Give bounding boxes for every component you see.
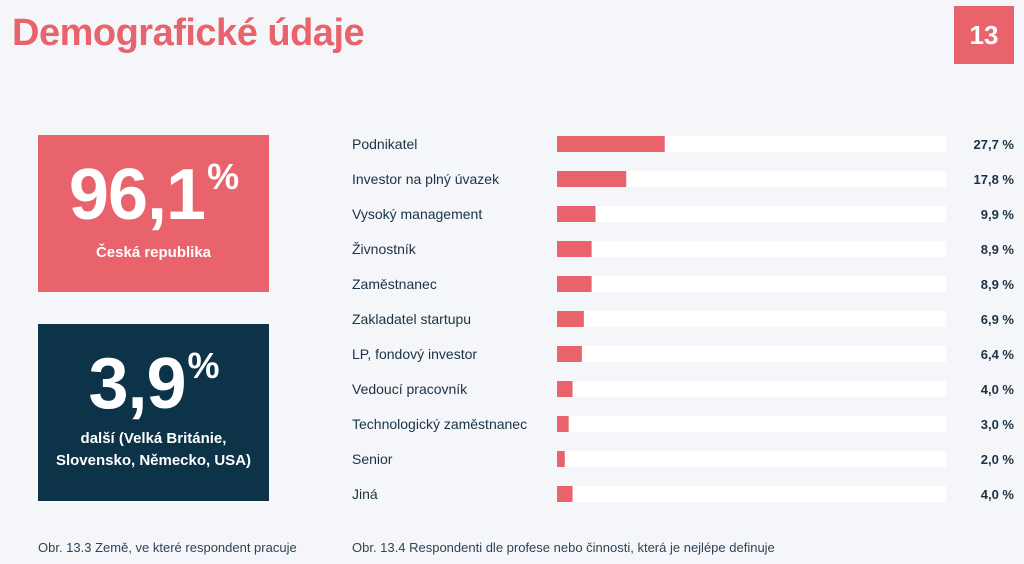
caption-profession: Obr. 13.4 Respondenti dle profese nebo č… bbox=[352, 540, 775, 555]
bar-track bbox=[557, 171, 946, 187]
value-label: 6,9 % bbox=[981, 312, 1015, 327]
bar-track bbox=[557, 451, 946, 467]
page-title: Demografické údaje bbox=[12, 12, 365, 54]
category-label: Podnikatel bbox=[352, 136, 417, 152]
category-label: Živnostník bbox=[352, 241, 417, 257]
bar bbox=[557, 276, 592, 292]
value-label: 8,9 % bbox=[981, 242, 1015, 257]
bar bbox=[557, 346, 582, 362]
bar-track bbox=[557, 486, 946, 502]
stat-value-czech: 96,1% bbox=[38, 155, 269, 235]
category-label: Jiná bbox=[352, 486, 378, 502]
category-label: Investor na plný úvazek bbox=[352, 171, 500, 187]
value-label: 6,4 % bbox=[981, 347, 1015, 362]
bar-track bbox=[557, 381, 946, 397]
bar-track bbox=[557, 241, 946, 257]
bar bbox=[557, 241, 592, 257]
bar bbox=[557, 136, 665, 152]
category-label: Zaměstnanec bbox=[352, 276, 437, 292]
value-label: 9,9 % bbox=[981, 207, 1015, 222]
bar-track bbox=[557, 346, 946, 362]
bar bbox=[557, 451, 565, 467]
bar bbox=[557, 171, 627, 187]
bar bbox=[557, 381, 573, 397]
category-label: LP, fondový investor bbox=[352, 346, 477, 362]
value-label: 17,8 % bbox=[974, 172, 1015, 187]
stat-label-czech: Česká republika bbox=[95, 244, 212, 261]
category-label: Vysoký management bbox=[352, 206, 482, 222]
stat-label-other: další (Velká Británie, Slovensko, Německ… bbox=[55, 430, 252, 469]
stat-number-other: 3,9 bbox=[88, 344, 186, 424]
bar-track bbox=[557, 311, 946, 327]
value-label: 3,0 % bbox=[981, 417, 1015, 432]
caption-country: Obr. 13.3 Země, ve které respondent prac… bbox=[38, 540, 297, 555]
percent-sign-czech: % bbox=[207, 156, 239, 197]
bar bbox=[557, 486, 573, 502]
page-number-badge: 13 bbox=[954, 6, 1014, 64]
value-label: 4,0 % bbox=[981, 487, 1015, 502]
stat-number-czech: 96,1 bbox=[68, 155, 206, 235]
value-label: 4,0 % bbox=[981, 382, 1015, 397]
category-label: Vedoucí pracovník bbox=[352, 381, 468, 397]
stat-box-czech: 96,1% Česká republika bbox=[38, 135, 269, 292]
percent-sign-other: % bbox=[187, 345, 220, 386]
category-label: Technologický zaměstnanec bbox=[352, 416, 527, 432]
bar bbox=[557, 206, 596, 222]
value-label: 2,0 % bbox=[981, 452, 1015, 467]
bar bbox=[557, 416, 569, 432]
stat-box-other: 3,9% další (Velká Británie, Slovensko, N… bbox=[38, 324, 269, 501]
value-label: 8,9 % bbox=[981, 277, 1015, 292]
category-label: Senior bbox=[352, 451, 393, 467]
bar bbox=[557, 311, 584, 327]
bar-track bbox=[557, 206, 946, 222]
bar-track bbox=[557, 276, 946, 292]
value-label: 27,7 % bbox=[974, 137, 1015, 152]
category-label: Zakladatel startupu bbox=[352, 311, 471, 327]
bar-track bbox=[557, 416, 946, 432]
stat-value-other: 3,9% bbox=[38, 344, 269, 424]
